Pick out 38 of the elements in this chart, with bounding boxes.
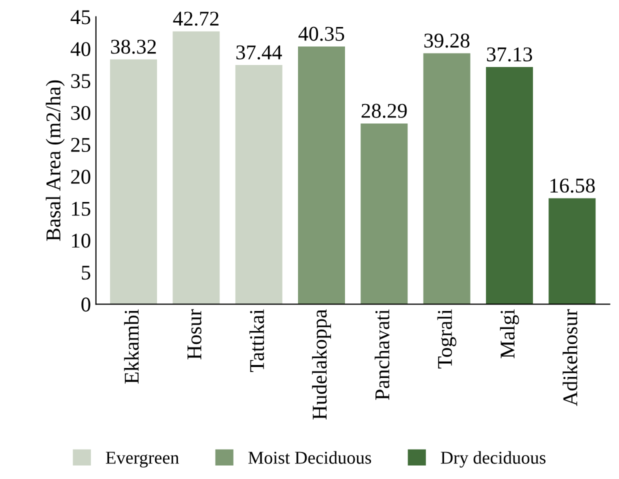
data-label: 39.28 [424,34,470,48]
legend-label: Evergreen [106,452,179,468]
bar [548,198,596,304]
data-label: 38.32 [111,40,156,54]
x-tick-label: Adikehosur [562,309,578,406]
y-tick-label: 40 [70,42,90,56]
bar [235,65,282,304]
x-tick-label: Tograli [437,309,456,369]
x-tick-label: Tattikai [249,309,264,372]
y-tick-label: 15 [72,202,90,216]
data-label: 28.29 [362,104,407,118]
x-tick-label: Malgi [500,309,519,358]
bar [360,123,408,304]
y-tick-label: 35 [71,74,90,88]
bar [486,67,533,304]
bar [110,59,158,304]
y-axis-title: Basal Area (m2/ha) [46,80,65,241]
y-tick-label: 5 [82,266,90,280]
legend-label: Moist Deciduous [248,451,372,464]
bar [423,53,470,304]
data-label: 37.44 [236,45,282,60]
y-tick-label: 10 [72,234,90,248]
data-label: 16.58 [550,178,595,193]
y-tick-label: 45 [70,10,90,24]
x-tick-label: Hudelakoppa [312,309,331,420]
y-tick-label: 30 [71,106,90,120]
y-tick-label: 25 [71,138,90,152]
data-label: 42.72 [173,12,218,26]
x-tick-label: Panchavati [374,309,390,400]
y-tick-label: 0 [81,298,90,312]
x-tick-label: Hosur [188,309,202,360]
y-tick-label: 20 [71,170,90,184]
bar [172,31,220,304]
x-tick-label: Ekkambi [124,309,139,384]
legend-label: Dry deciduous [440,451,546,468]
bar [298,46,345,304]
data-label: 37.13 [487,47,532,62]
data-label: 40.35 [298,26,344,41]
